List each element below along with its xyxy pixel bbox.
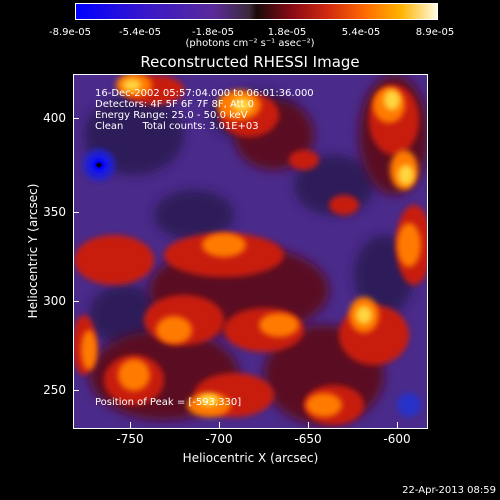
info-method-counts: Clean Total counts: 3.01E+03 [95, 121, 259, 132]
x-tick-mark [397, 422, 398, 428]
rhessi-image [73, 74, 428, 429]
info-energy-range: Energy Range: 25.0 - 50.0 keV [95, 110, 248, 121]
image-title: Reconstructed RHESSI Image [140, 53, 360, 71]
y-tick-label: 250 [43, 383, 66, 397]
info-detectors: Detectors: 4F 5F 6F 7F 8F, Att 0 [95, 99, 255, 110]
rhessi-image-map [74, 75, 427, 428]
colorbar-tick: -1.8e-05 [192, 27, 234, 38]
info-peak-position: Position of Peak = [-593,330] [95, 397, 242, 408]
y-axis-label: Heliocentric Y (arcsec) [26, 183, 40, 319]
x-tick-mark [308, 422, 309, 428]
info-time-range: 16-Dec-2002 05:57:04.000 to 06:01:36.000 [95, 88, 314, 99]
x-tick-label: -750 [116, 432, 144, 446]
x-axis-label: Heliocentric X (arcsec) [182, 451, 319, 465]
timestamp: 22-Apr-2013 08:59 [402, 485, 496, 496]
colorbar-tick: 1.8e-05 [267, 27, 307, 38]
y-tick-label: 300 [43, 294, 66, 308]
colorbar-tick: -5.4e-05 [119, 27, 161, 38]
x-tick-label: -600 [383, 432, 411, 446]
colorbar [75, 3, 438, 20]
y-tick-mark [73, 118, 79, 119]
y-tick-mark [73, 212, 79, 213]
y-tick-label: 400 [43, 111, 66, 125]
colorbar-tick: 5.4e-05 [341, 27, 381, 38]
x-tick-label: -650 [294, 432, 322, 446]
x-tick-mark [219, 422, 220, 428]
colorbar-unit-label: (photons cm⁻² s⁻¹ asec⁻²) [185, 38, 315, 49]
colorbar-tick: 8.9e-05 [415, 27, 455, 38]
y-tick-label: 350 [43, 205, 66, 219]
x-tick-mark [130, 422, 131, 428]
colorbar-tick: -8.9e-05 [49, 27, 91, 38]
y-tick-mark [73, 390, 79, 391]
y-tick-mark [73, 301, 79, 302]
x-tick-label: -700 [205, 432, 233, 446]
